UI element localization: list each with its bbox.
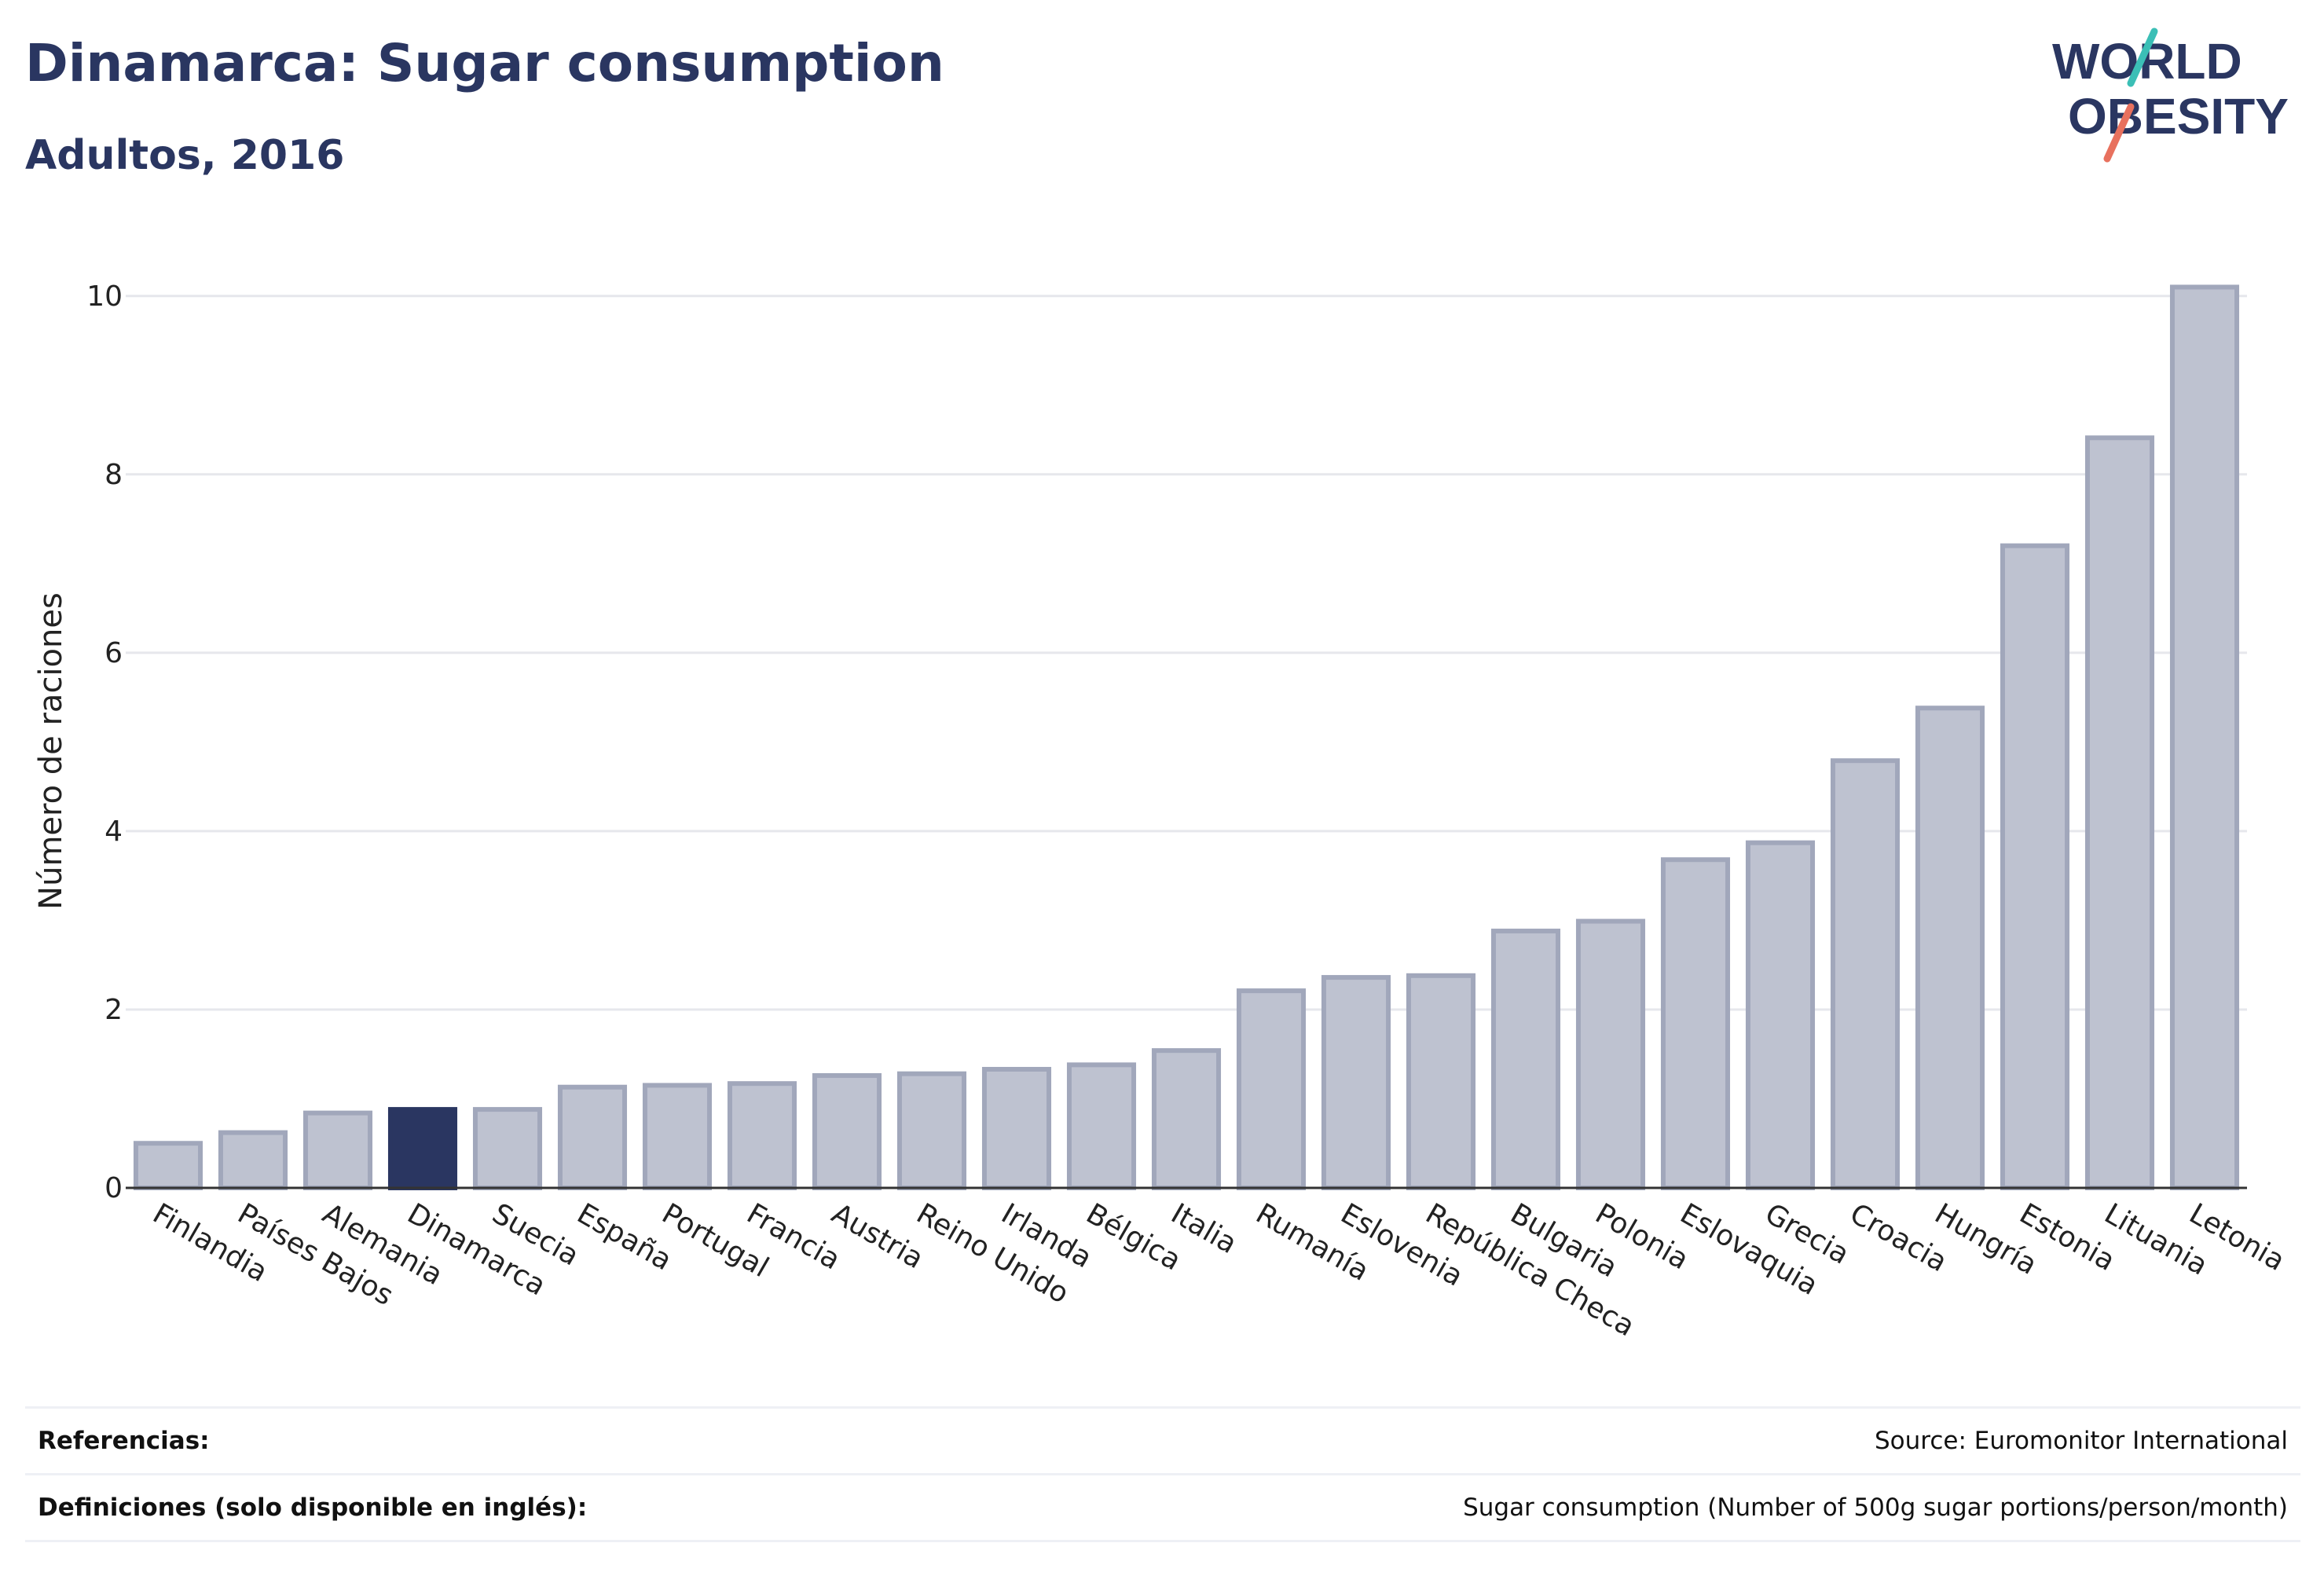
bar-letonia [2169,284,2240,1190]
references-row: Referencias: Source: Euromonitor Interna… [25,1406,2300,1473]
bar-croacia [1830,758,1901,1190]
bar-portugal [642,1083,713,1191]
bar-grecia [1745,840,1816,1190]
bar-eslovaquia [1660,857,1731,1190]
references-label: Referencias: [38,1427,210,1455]
definitions-value: Sugar consumption (Number of 500g sugar … [1463,1494,2288,1522]
bar-austria [812,1072,882,1190]
world-obesity-logo: WORLD OBESITY [2043,24,2310,165]
y-tick-labels: 0 2 4 6 8 10 [86,280,123,1204]
logo-slash-coral [2103,103,2135,163]
y-tick-label: 2 [104,994,123,1026]
bar-italia [1151,1048,1222,1190]
bar-suecia [472,1107,543,1190]
bar-españa [557,1084,628,1191]
definitions-row: Definiciones (solo disponible en inglés)… [25,1473,2300,1542]
references-value: Source: Euromonitor International [1874,1427,2288,1455]
bar-eslovenia [1321,975,1391,1190]
logo-slash-teal [2127,27,2158,87]
bar-francia [727,1081,797,1190]
bar-república-checa [1406,973,1476,1191]
bar-rumanía [1236,988,1307,1190]
y-tick-label: 6 [104,637,123,669]
page-title: Dinamarca: Sugar consumption [25,33,944,93]
footer: Referencias: Source: Euromonitor Interna… [25,1406,2300,1542]
x-tick-label: España [572,1197,677,1277]
bar-bulgaria [1490,929,1561,1191]
page-subtitle: Adultos, 2016 [25,132,345,179]
logo-line2: OBESITY [2068,88,2289,145]
x-tick-label: Croacia [1845,1197,1952,1278]
bar-reino-unido [896,1071,967,1191]
bar-lituania [2084,435,2155,1190]
bar-finlandia [133,1141,203,1190]
x-tick-label: Bélgica [1081,1197,1186,1277]
bar-alemania [302,1110,373,1191]
bar-países-bajos [218,1130,288,1190]
definitions-label: Definiciones (solo disponible en inglés)… [38,1494,588,1522]
bar-hungría [1915,706,1985,1190]
y-axis-label: Número de raciones [33,592,69,910]
bar-dinamarca [387,1107,458,1190]
y-tick-label: 0 [104,1172,123,1204]
bar-irlanda [981,1067,1052,1190]
bars [133,284,2240,1191]
y-tick-label: 8 [104,459,123,491]
bar-estonia [2000,543,2070,1190]
bar-polonia [1575,918,1646,1190]
x-tick-label: Austria [827,1197,929,1275]
y-tick-label: 10 [86,280,123,313]
y-tick-label: 4 [104,815,123,848]
bar-bélgica [1066,1062,1137,1191]
